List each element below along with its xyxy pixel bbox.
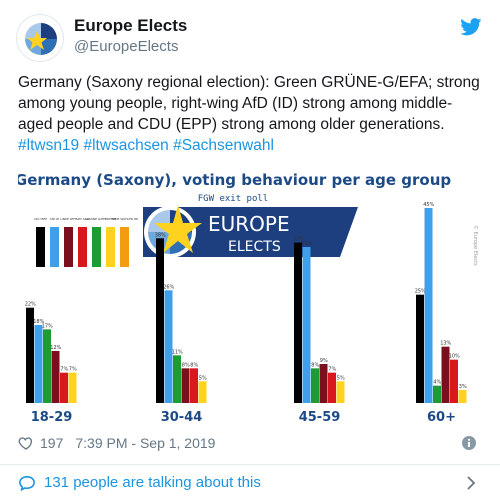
avatar[interactable] — [16, 14, 64, 62]
bar — [433, 385, 441, 403]
bar — [51, 351, 60, 403]
twitter-bird-icon[interactable] — [460, 18, 482, 36]
bar — [68, 372, 77, 403]
data-label: 7% — [69, 367, 77, 373]
chevron-right-icon[interactable] — [466, 476, 476, 490]
data-label: 25% — [415, 289, 426, 295]
bar — [43, 329, 51, 403]
bar — [441, 346, 450, 403]
data-label: 8% — [311, 362, 319, 368]
legend-swatch — [36, 227, 45, 267]
logo-text-europe: EUROPE — [208, 212, 290, 236]
bar — [302, 247, 311, 403]
bar — [173, 355, 181, 403]
tweet-text: Germany (Saxony regional election): Gree… — [18, 72, 486, 156]
data-label: 7% — [60, 367, 68, 373]
bar — [34, 325, 43, 403]
bar — [424, 208, 433, 403]
data-label: 4% — [433, 380, 441, 386]
legend-label: CDU EPP — [34, 217, 47, 221]
chart-subtitle: FGW exit poll — [198, 194, 268, 204]
legend-label: FDP RE — [105, 217, 116, 221]
bar — [319, 364, 328, 403]
bar — [336, 381, 345, 403]
legend-swatch — [64, 227, 73, 267]
tweet-body: Germany (Saxony regional election): Gree… — [18, 74, 480, 133]
bar — [328, 372, 336, 403]
bar-chart: Germany (Saxony), voting behaviour per a… — [18, 171, 479, 425]
divider — [0, 464, 500, 465]
chart-side-note: © Europe Elects — [472, 225, 479, 266]
data-label: 38% — [155, 232, 166, 238]
data-label: 9% — [320, 358, 328, 364]
tweet-meta: 197 7:39 PM - Sep 1, 2019 — [18, 433, 215, 453]
timestamp[interactable]: 7:39 PM - Sep 1, 2019 — [75, 435, 216, 451]
account-handle[interactable]: @EuropeElects — [74, 38, 179, 55]
legend-label: SPD S&D — [76, 217, 90, 221]
legend-label: LINKE LEFT — [60, 217, 77, 221]
logo-text-elects: ELECTS — [228, 239, 281, 255]
data-label: 13% — [440, 341, 451, 347]
like-count[interactable]: 197 — [40, 435, 64, 451]
data-label: 8% — [190, 362, 198, 368]
data-label: 11% — [172, 349, 183, 355]
bar — [458, 390, 467, 403]
bar — [190, 368, 198, 403]
logo-icon — [25, 23, 57, 55]
data-label: 18% — [33, 319, 44, 325]
bar — [156, 238, 164, 403]
legend-label: AfD ID — [50, 217, 60, 221]
account-name[interactable]: Europe Elects — [74, 16, 188, 35]
legend-swatch — [106, 227, 115, 267]
category-labels: 18-29 30-44 45-59 60+ — [31, 410, 456, 425]
category-label: 45-59 — [299, 410, 341, 425]
bar — [294, 242, 302, 403]
bar — [60, 372, 68, 403]
data-label: 17% — [42, 323, 53, 329]
data-label: 3% — [459, 384, 467, 390]
bar — [181, 368, 190, 403]
data-label: 10% — [449, 354, 460, 360]
data-label: 5% — [199, 375, 207, 381]
europe-elects-logo: EUROPE ELECTS — [143, 205, 358, 258]
bars: 22%18%17%12%7% 7%38%26%11%8% 8%5%37%36%8%9… — [25, 202, 467, 403]
bar — [164, 290, 173, 403]
legend-swatch — [92, 227, 101, 267]
legend-swatch — [120, 227, 129, 267]
data-label: 37% — [293, 237, 304, 243]
data-label: 8% — [182, 362, 190, 368]
legend-label: GRÜNE G/EFA — [86, 216, 107, 221]
legend-swatch — [78, 227, 87, 267]
legend-swatch — [50, 227, 59, 267]
data-label: 26% — [163, 284, 174, 290]
category-label: 60+ — [427, 410, 456, 425]
talking-count: 131 people are talking about this — [44, 474, 261, 491]
bar — [450, 359, 458, 403]
chart-image[interactable]: Germany (Saxony), voting behaviour per a… — [18, 165, 484, 425]
data-label: 36% — [301, 241, 312, 247]
data-label: 12% — [50, 345, 61, 351]
tweet-hashtags[interactable]: #ltwsn19 #ltwsachsen #Sachsenwahl — [18, 137, 274, 154]
bar — [198, 381, 207, 403]
bar — [26, 307, 34, 403]
info-icon[interactable] — [462, 436, 476, 450]
legend-label: FREIE WÄHLER RE — [111, 216, 138, 221]
bar — [311, 368, 319, 403]
heart-icon[interactable] — [18, 435, 34, 451]
chart-title: Germany (Saxony), voting behaviour per a… — [18, 171, 451, 189]
bar — [416, 294, 424, 403]
comment-bubble-icon — [19, 475, 35, 491]
data-label: 45% — [423, 202, 434, 208]
data-label: 7% — [328, 367, 336, 373]
category-label: 18-29 — [31, 410, 73, 425]
data-label: 22% — [25, 302, 36, 308]
conversation-link[interactable]: 131 people are talking about this — [18, 474, 261, 491]
category-label: 30-44 — [161, 410, 203, 425]
data-label: 5% — [337, 375, 345, 381]
